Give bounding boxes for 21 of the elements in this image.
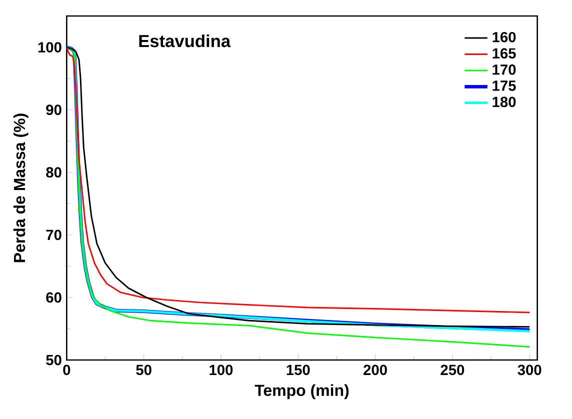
x-tick-label: 0 [63,364,70,376]
x-tick-label: 50 [136,364,152,376]
legend-label: 175 [492,80,516,92]
y-tick-label: 70 [46,230,62,240]
legend-label: 180 [492,96,516,108]
x-tick-label: 150 [286,364,310,376]
y-tick-label: 60 [46,292,62,303]
y-tick-label: 50 [46,354,62,366]
y-tick-label: 100 [38,42,62,53]
y-tick-label: 90 [46,104,62,116]
x-tick-label: 300 [518,364,542,376]
x-tick-label: 200 [364,364,387,376]
text: Estavudina [139,34,231,48]
x-tick-label: 100 [210,364,233,376]
x-axis-title: Tempo (min) [254,384,349,400]
y-tick-label: 80 [46,167,62,178]
legend-label: 160 [492,32,516,42]
legend-label: 170 [492,64,516,75]
x-tick-label: 250 [440,364,464,376]
legend-label: 165 [492,48,516,59]
y-axis-title: Perda de Massa (%) [13,114,28,262]
